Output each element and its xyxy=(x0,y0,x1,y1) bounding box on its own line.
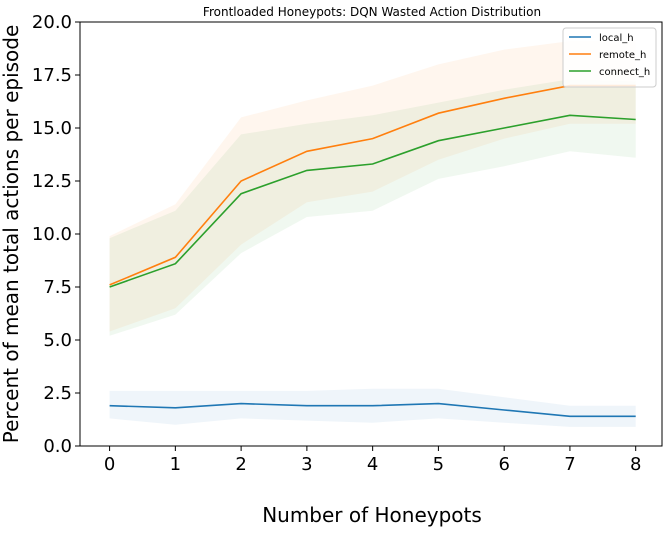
x-axis-label: Number of Honeypots xyxy=(262,503,482,527)
x-tick-label: 6 xyxy=(498,454,509,475)
x-tick-label: 0 xyxy=(104,454,115,475)
series-lines xyxy=(109,84,636,418)
line-remote_h xyxy=(109,84,636,286)
y-tick-label: 17.5 xyxy=(32,65,72,86)
x-tick-label: 4 xyxy=(367,454,378,475)
y-tick-label: 5.0 xyxy=(43,330,72,351)
x-tick-label: 5 xyxy=(433,454,444,475)
chart-title: Frontloaded Honeypots: DQN Wasted Action… xyxy=(203,5,541,19)
band-remote_h xyxy=(109,41,636,332)
y-tick-label: 12.5 xyxy=(32,171,72,192)
legend-label-local_h: local_h xyxy=(599,33,634,44)
y-tick-label: 10.0 xyxy=(32,224,72,245)
y-tick-label: 7.5 xyxy=(43,277,72,298)
x-tick-label: 8 xyxy=(630,454,641,475)
x-axis-ticks: 0 1 2 3 4 5 6 7 8 xyxy=(104,446,641,475)
legend-box xyxy=(562,27,657,88)
band-local_h xyxy=(109,388,636,427)
confidence-bands xyxy=(109,41,636,427)
x-tick-label: 1 xyxy=(170,454,181,475)
legend: local_h remote_h connect_h xyxy=(562,27,657,88)
y-tick-label: 15.0 xyxy=(32,118,72,139)
y-tick-label: 0.0 xyxy=(43,436,72,457)
y-axis-ticks: 0.0 2.5 5.0 7.5 10.0 12.5 15.0 17.5 20.0 xyxy=(32,12,80,457)
legend-label-remote_h: remote_h xyxy=(599,50,646,61)
y-axis-label: Percent of mean total actions per episod… xyxy=(0,25,23,444)
x-tick-label: 2 xyxy=(235,454,246,475)
legend-label-connect_h: connect_h xyxy=(599,67,650,78)
y-tick-label: 2.5 xyxy=(43,383,72,404)
y-tick-label: 20.0 xyxy=(32,12,72,33)
x-tick-label: 3 xyxy=(301,454,312,475)
line-local_h xyxy=(109,402,636,418)
x-tick-label: 7 xyxy=(564,454,575,475)
band-connect_h xyxy=(109,79,636,336)
line-connect_h xyxy=(109,114,636,288)
